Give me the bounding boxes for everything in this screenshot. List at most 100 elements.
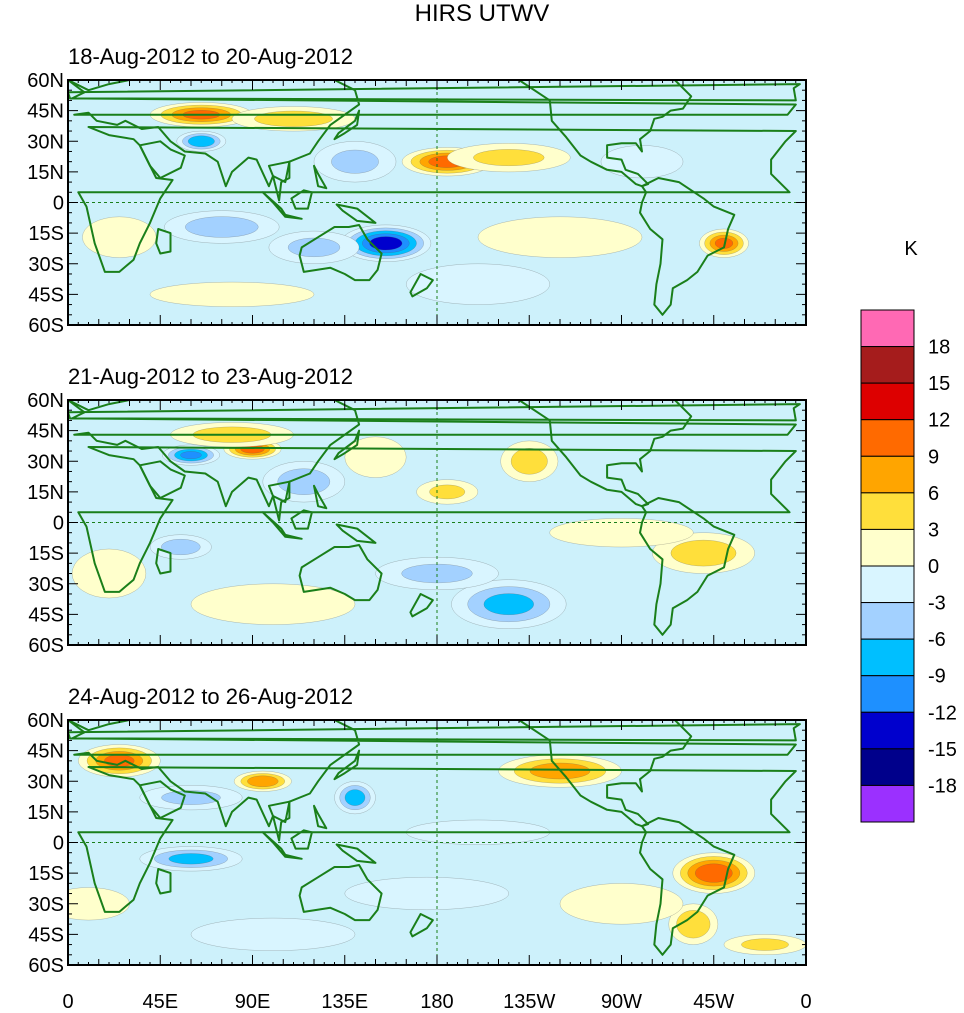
- colorbar-label: 9: [928, 446, 939, 468]
- coastline-eurasia: [68, 400, 797, 508]
- panel-title: 21-Aug-2012 to 23-Aug-2012: [68, 364, 353, 389]
- coastline-eurasia: [68, 80, 797, 188]
- anomaly-contour-band: [180, 451, 202, 459]
- coastline-madagascar: [155, 228, 172, 255]
- coastline-new_guinea: [335, 843, 377, 864]
- coastline-japan: [333, 109, 361, 141]
- anomaly-contour-band: [695, 863, 733, 883]
- coastlines: [68, 400, 801, 636]
- coastline-philippines: [313, 804, 328, 830]
- anomaly-contour-band: [344, 436, 407, 478]
- coastline-uk: [68, 723, 801, 742]
- colorbar-label: 12: [928, 410, 950, 432]
- axis-ticks: [67, 719, 807, 966]
- y-tick-label: 15N: [27, 482, 64, 504]
- colorbar-label: 18: [928, 337, 950, 359]
- anomaly-contour-band: [559, 883, 684, 925]
- anomaly-contour-band: [161, 539, 201, 556]
- colorbar-label: -9: [928, 666, 946, 688]
- y-tick-label: 60N: [27, 70, 64, 92]
- colorbar-swatch: [860, 419, 915, 457]
- colorbar-swatch: [860, 455, 915, 494]
- y-tick-label: 45S: [28, 604, 64, 626]
- colorbar-swatch: [860, 748, 915, 786]
- x-tick-label: 0: [62, 991, 73, 1013]
- colorbar-swatch: [860, 382, 915, 421]
- y-tick-label: 45N: [27, 421, 64, 443]
- x-tick-label: 45W: [693, 991, 734, 1013]
- coastline-uk: [68, 83, 801, 102]
- coastline-south_america: [639, 817, 736, 956]
- anomaly-contour-band: [190, 917, 356, 951]
- anomaly-contour-band: [483, 593, 534, 616]
- coastline-australia: [298, 224, 383, 282]
- coastline-africa: [77, 126, 797, 273]
- y-tick-label: 15S: [28, 223, 64, 245]
- colorbar-swatch: [860, 711, 915, 750]
- colorbar-swatch: [860, 528, 915, 567]
- y-tick-label: 30S: [28, 254, 64, 276]
- coastline-africa: [77, 446, 797, 593]
- y-tick-label: 15S: [28, 543, 64, 565]
- anomaly-contour-band: [344, 789, 366, 806]
- coastline-newzealand: [409, 913, 434, 938]
- colorbar-swatch: [860, 784, 915, 823]
- anomaly-contour-band: [187, 135, 215, 148]
- coastline-arabia: [138, 140, 186, 179]
- x-axis-labels: 0 45E 90E 135E 180 135W 90W 45W 0: [62, 991, 811, 1013]
- colorbar-label: 6: [928, 483, 939, 505]
- coastline-borneo: [290, 189, 313, 210]
- coastline-africa: [77, 766, 797, 913]
- coastline-south_america: [639, 177, 736, 316]
- colorbar-swatch: [860, 492, 915, 530]
- coastline-newzealand: [409, 273, 434, 298]
- colorbar: 18 15 12 9 6 3 0 -3 -6 -9 -12 -15 -18: [860, 309, 957, 823]
- coastline-indochina_malay: [267, 160, 291, 202]
- colorbar-label: -12: [928, 702, 957, 724]
- coastline-north_america: [495, 720, 693, 828]
- colorbar-swatch: [860, 565, 915, 604]
- y-tick-label: 60S: [28, 315, 64, 337]
- panel-title: 18-Aug-2012 to 20-Aug-2012: [68, 44, 353, 69]
- coastline-japan: [333, 749, 361, 781]
- anomaly-contour-band: [406, 263, 551, 305]
- anomaly-contour-band: [149, 281, 315, 307]
- coastline-borneo: [290, 829, 313, 850]
- x-tick-label: 135E: [321, 991, 368, 1013]
- y-tick-label: 60S: [28, 955, 64, 977]
- colorbar-label: -6: [928, 629, 946, 651]
- anomaly-contour-band: [168, 853, 214, 865]
- coastline-borneo: [290, 509, 313, 530]
- y-tick-label: 60N: [27, 710, 64, 732]
- colorbar-label: -18: [928, 775, 957, 797]
- colorbar-label: 15: [928, 373, 950, 395]
- anomaly-contour-band: [254, 110, 333, 127]
- coastline-australia: [298, 864, 383, 922]
- y-tick-label: 30N: [27, 771, 64, 793]
- anomaly-contour-band: [344, 877, 509, 911]
- anomaly-contour-band: [190, 583, 356, 625]
- main-title: HIRS UTWV: [414, 0, 550, 27]
- coastline-philippines: [313, 164, 328, 190]
- coastline-madagascar: [155, 868, 172, 895]
- coastline-australia: [298, 544, 383, 602]
- coastline-philippines: [313, 484, 328, 510]
- panel-title: 24-Aug-2012 to 26-Aug-2012: [68, 684, 353, 709]
- colorbar-swatch: [860, 346, 915, 384]
- y-tick-label: 30S: [28, 894, 64, 916]
- coastline-arabia: [138, 780, 186, 819]
- colorbar-swatch: [860, 675, 915, 713]
- x-tick-label: 0: [800, 991, 811, 1013]
- coastline-indochina_malay: [267, 480, 291, 522]
- coastline-newzealand: [409, 593, 434, 618]
- x-tick-label: 45E: [142, 991, 178, 1013]
- x-tick-label: 90W: [601, 991, 642, 1013]
- coastline-north_america: [495, 400, 693, 508]
- y-tick-label: 45S: [28, 284, 64, 306]
- coastline-north_america: [495, 80, 693, 188]
- x-tick-label: 135W: [503, 991, 555, 1013]
- coastline-south_america: [639, 497, 736, 636]
- y-tick-label: 45N: [27, 741, 64, 763]
